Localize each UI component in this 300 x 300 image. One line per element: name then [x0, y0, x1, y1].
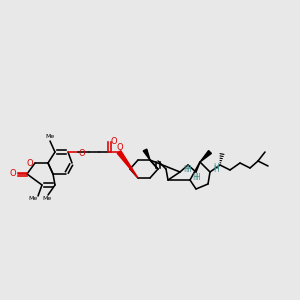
- Text: H: H: [213, 164, 219, 172]
- Text: O: O: [27, 158, 33, 167]
- Text: O: O: [79, 148, 85, 158]
- Text: H: H: [183, 166, 189, 175]
- Polygon shape: [117, 151, 138, 178]
- Text: O: O: [111, 137, 117, 146]
- Text: H: H: [213, 166, 219, 175]
- Polygon shape: [200, 151, 212, 162]
- Text: Me: Me: [42, 196, 52, 202]
- Text: H: H: [192, 172, 198, 182]
- Text: Me: Me: [28, 196, 38, 202]
- Text: O: O: [117, 142, 123, 152]
- Text: H: H: [194, 173, 200, 182]
- Text: O: O: [10, 169, 16, 178]
- Polygon shape: [143, 149, 150, 160]
- Text: H: H: [185, 166, 191, 175]
- Text: Me: Me: [45, 134, 55, 140]
